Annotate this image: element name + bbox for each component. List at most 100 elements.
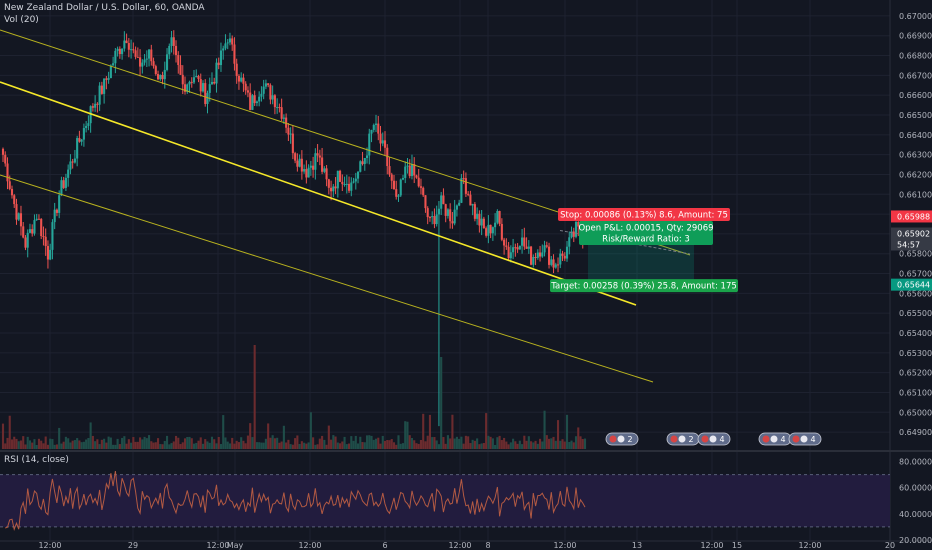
candle-body — [298, 158, 301, 167]
candle-body — [210, 81, 214, 85]
volume-bar — [150, 441, 153, 449]
candle-body — [181, 74, 184, 85]
candle-body — [215, 62, 218, 84]
volume-bar — [58, 427, 61, 449]
channel-lower-line — [0, 174, 654, 383]
candle-body — [125, 40, 128, 44]
volume-bar — [289, 444, 292, 449]
event-marker[interactable]: 4 — [697, 432, 731, 446]
volume-bar — [312, 437, 315, 449]
volume-bar — [280, 441, 283, 449]
volume-bar — [406, 421, 409, 449]
volume-bar — [244, 443, 247, 449]
candle-body — [570, 231, 573, 238]
volume-bar — [478, 444, 481, 449]
candle-body — [480, 218, 483, 226]
candle-body — [206, 92, 209, 104]
volume-bar — [444, 443, 447, 449]
time-tick: 20 — [885, 541, 895, 550]
volume-bar — [381, 435, 384, 449]
rr-label-text: Risk/Reward Ratio: 3 — [602, 235, 690, 245]
volume-bar — [55, 444, 58, 449]
volume-bar — [17, 441, 20, 449]
candle-body — [417, 177, 420, 187]
candle-body — [96, 103, 99, 105]
volume-bar — [435, 440, 438, 449]
flag-icon — [701, 435, 709, 443]
candle-body — [365, 155, 369, 159]
volume-bar — [28, 440, 32, 449]
volume-bar — [422, 413, 425, 449]
candle-body — [332, 186, 335, 192]
volume-bar — [428, 414, 431, 449]
candle-body — [341, 181, 344, 185]
candle-body — [195, 76, 198, 78]
volume-bar — [46, 444, 49, 449]
candle-body — [433, 216, 436, 225]
volume-bar — [251, 437, 254, 449]
volume-bar — [565, 414, 569, 449]
countdown-tag: 54:57 — [897, 241, 920, 250]
flag-icon — [792, 435, 800, 443]
candle-body — [192, 77, 196, 83]
volume-bar — [267, 423, 270, 449]
candle-body — [401, 177, 405, 180]
long-position-tool[interactable]: Stop: 0.00086 (0.13%) 8.6, Amount: 75 Ope… — [550, 207, 738, 293]
candle-body — [264, 83, 267, 87]
candle-body — [449, 209, 452, 222]
time-tick: 12:00 — [298, 541, 321, 550]
candle-body — [62, 180, 65, 188]
candle-body — [577, 221, 580, 227]
volume-bar — [496, 437, 499, 449]
event-marker[interactable]: 4 — [788, 432, 822, 446]
current-price-tag: 0.65902 — [897, 230, 930, 239]
volume-bar — [339, 443, 342, 449]
volume-bar — [365, 435, 369, 449]
event-marker[interactable]: 2 — [666, 432, 700, 446]
volume-bar — [368, 435, 371, 449]
candle-body — [37, 218, 41, 220]
event-marker[interactable]: 4 — [758, 432, 792, 446]
volume-bar — [237, 442, 240, 449]
candle-body — [109, 65, 112, 79]
volume-bar — [249, 423, 252, 449]
volume-bar — [204, 439, 207, 449]
candle-body — [231, 38, 234, 45]
candle-body — [69, 161, 72, 170]
volume-bar — [123, 436, 126, 449]
price-tick: 0.64900 — [899, 428, 932, 437]
price-tick: 0.66900 — [899, 32, 932, 41]
volume-bar — [13, 436, 16, 449]
candle-body — [574, 221, 578, 237]
volume-bar — [332, 435, 335, 449]
candle-body — [388, 166, 391, 175]
volume-bar — [157, 438, 160, 449]
volume-bar — [201, 443, 205, 449]
volume-bar — [480, 443, 483, 449]
volume-bar — [177, 437, 180, 449]
volume-bar — [4, 443, 7, 449]
candle-body — [426, 208, 429, 218]
volume-bar — [419, 440, 423, 449]
event-marker[interactable]: 2 — [605, 432, 639, 446]
candle-body — [42, 236, 45, 238]
candle-body — [123, 40, 126, 49]
candle-body — [271, 95, 274, 100]
volume-bar — [105, 442, 108, 449]
volume-bar — [98, 444, 101, 449]
candle-body — [28, 229, 32, 233]
volume-bar — [500, 440, 503, 449]
price-axis[interactable]: 0.67000 0.66900 0.66800 0.66700 0.66600 0.665… — [891, 12, 932, 545]
candle-body — [6, 163, 9, 182]
candle-body — [67, 169, 70, 178]
rsi-tick: 40.0000 — [899, 510, 932, 519]
volume-bar — [321, 435, 324, 449]
volume-bar — [170, 443, 173, 449]
candle-body — [345, 183, 348, 185]
candle-body — [287, 127, 290, 135]
event-markers[interactable]: 2 2 4 4 4 — [605, 432, 822, 446]
volume-bar — [568, 441, 571, 449]
volume-bar — [49, 438, 52, 449]
